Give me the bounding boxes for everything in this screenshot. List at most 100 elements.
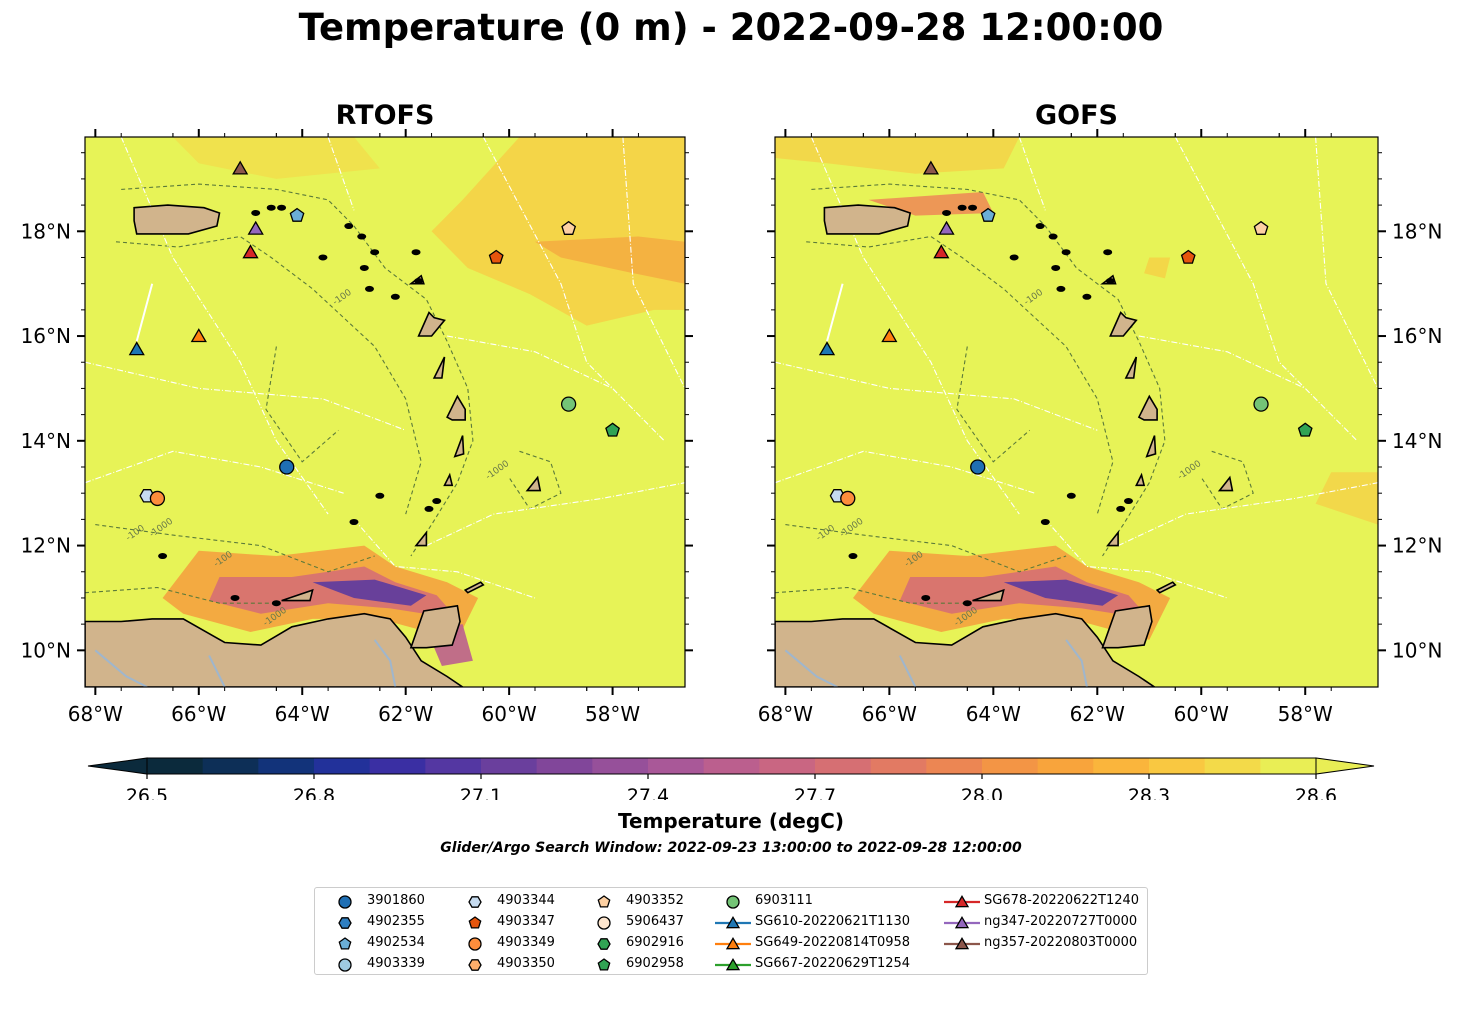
legend: 3901860 4902355 4902534 4903339 4903344 49033…	[314, 887, 1148, 975]
colorbar-tick-label: 27.1	[460, 785, 502, 800]
marker-6903111	[560, 396, 577, 412]
legend-label: 4903344	[497, 893, 555, 908]
legend-marker-triangle	[954, 937, 970, 950]
legend-marker-hexagon	[597, 938, 611, 950]
marker-ng347	[247, 220, 264, 235]
panel-title-rtofs: RTOFS	[335, 100, 435, 131]
colorbar-segment	[202, 758, 259, 774]
lat-tick-label: 14°N	[1392, 429, 1442, 453]
marker-SG649	[190, 328, 207, 343]
legend-marker-circle	[726, 895, 740, 909]
colorbar-tick-label: 28.0	[961, 785, 1003, 800]
legend-marker-pentagon	[468, 916, 482, 929]
legend-label: 3901860	[367, 893, 425, 908]
lon-tick-label: 62°W	[378, 702, 433, 726]
colorbar-segment	[314, 758, 371, 774]
legend-marker-triangle	[725, 958, 741, 971]
legend-marker-pentagon	[597, 895, 611, 908]
legend-label: ng357-20220803T0000	[984, 935, 1138, 950]
marker-4903347	[488, 249, 504, 264]
legend-marker-pentagon	[338, 937, 352, 950]
colorbar-segment	[481, 758, 538, 774]
lat-tick-label: 12°N	[21, 534, 71, 558]
colorbar-segment	[870, 758, 927, 774]
marker-4903349	[840, 490, 856, 507]
colorbar-extend-low	[87, 757, 148, 775]
marker-6902958	[1297, 422, 1313, 437]
lon-tick-label: 66°W	[171, 702, 226, 726]
marker-4903349	[149, 490, 166, 507]
colorbar-segment	[536, 758, 593, 774]
legend-marker-pentagon	[597, 958, 611, 971]
lat-tick-label: 14°N	[21, 429, 71, 453]
colorbar-segment	[926, 758, 983, 774]
main-title: Temperature (0 m) - 2022-09-28 12:00:00	[298, 6, 1164, 49]
colorbar-tick-label: 27.4	[627, 785, 669, 800]
legend-label: 4903339	[367, 956, 425, 971]
lon-tick-label: 64°W	[275, 702, 330, 726]
colorbar-segment	[1037, 758, 1094, 774]
colorbar-segment	[369, 758, 426, 774]
panel-title-gofs: GOFS	[1034, 100, 1118, 131]
colorbar-segment	[759, 758, 816, 774]
marker-4903352	[561, 220, 577, 235]
colorbar-segment	[425, 758, 482, 774]
marker-ng357	[922, 160, 940, 175]
marker-3901860	[279, 459, 295, 475]
colorbar-tick-label: 26.5	[126, 785, 168, 800]
legend-label: 4902534	[367, 935, 425, 950]
search-window-note: Glider/Argo Search Window: 2022-09-23 13…	[440, 840, 1022, 856]
colorbar-segment	[1093, 758, 1150, 774]
marker-4903347	[1180, 249, 1196, 264]
marker-4902534	[980, 207, 996, 222]
colorbar-segment	[147, 758, 204, 774]
lat-tick-label: 16°N	[21, 324, 71, 348]
lon-tick-label: 60°W	[1174, 702, 1229, 726]
legend-marker-circle	[338, 895, 352, 909]
lon-tick-label: 68°W	[68, 702, 123, 726]
legend-marker-hexagon	[468, 959, 482, 971]
colorbar-tick-label: 26.8	[293, 785, 335, 800]
colorbar-tick-label: 28.6	[1295, 785, 1337, 800]
legend-label: 6903111	[755, 893, 813, 908]
legend-label: 4902355	[367, 914, 425, 929]
colorbar-segment	[1149, 758, 1206, 774]
lon-tick-label: 58°W	[1278, 702, 1333, 726]
legend-label: SG667-20220629T1254	[755, 956, 911, 971]
colorbar-tick-label: 27.7	[794, 785, 836, 800]
colorbar-segment	[815, 758, 872, 774]
legend-label: SG610-20220621T1130	[755, 914, 911, 929]
colorbar-segment	[703, 758, 760, 774]
marker-ng357	[232, 160, 249, 175]
marker-4903352	[1253, 220, 1269, 235]
legend-label: SG678-20220622T1240	[984, 893, 1140, 908]
colorbar-segment	[1204, 758, 1261, 774]
marker-6903111	[1253, 396, 1269, 412]
legend-marker-triangle	[954, 895, 970, 908]
legend-label: 4903350	[497, 956, 555, 971]
legend-marker-triangle	[954, 916, 970, 929]
colorbar-segment	[982, 758, 1039, 774]
legend-label: 6902958	[626, 956, 684, 971]
marker-4902534	[289, 207, 305, 222]
colorbar-extend-high	[1315, 757, 1375, 775]
colorbar-tick-label: 28.3	[1128, 785, 1170, 800]
lat-tick-label: 10°N	[21, 638, 71, 662]
legend-marker-triangle	[725, 937, 741, 950]
lon-tick-label: 68°W	[758, 702, 813, 726]
legend-marker-circle	[338, 958, 352, 972]
lat-tick-label: 12°N	[1392, 534, 1442, 558]
colorbar-segment	[258, 758, 315, 774]
legend-marker-hexagon	[338, 917, 352, 929]
legend-marker-hexagon	[468, 896, 482, 908]
legend-label: 6902916	[626, 935, 684, 950]
legend-label: 4903352	[626, 893, 684, 908]
marker-SG649	[881, 328, 898, 343]
marker-3901860	[970, 459, 986, 475]
legend-marker-triangle	[725, 916, 741, 929]
legend-marker-circle	[597, 916, 611, 930]
marker-SG610	[128, 341, 145, 356]
colorbar-segment	[648, 758, 705, 774]
